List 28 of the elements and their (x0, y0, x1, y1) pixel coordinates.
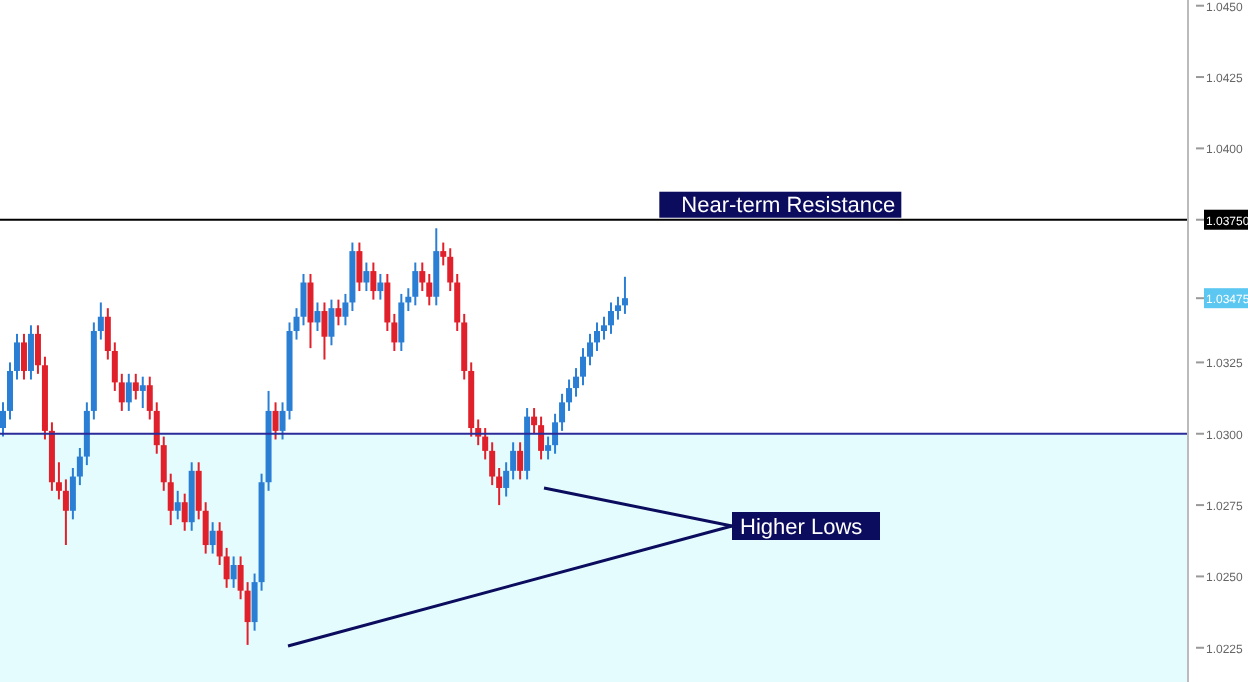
candlestick (370, 261, 377, 301)
candlestick (621, 275, 628, 315)
candlestick (363, 261, 370, 293)
candlestick (433, 227, 440, 307)
candlestick (20, 332, 27, 381)
ref-line-label: Near-term Resistance (681, 193, 896, 218)
candlestick (307, 272, 314, 350)
candlestick (174, 489, 181, 521)
candlestick (321, 301, 328, 361)
candlestick (328, 298, 335, 347)
candlestick (139, 375, 146, 410)
candlestick (230, 555, 237, 589)
annotation: Higher Lows (740, 516, 864, 540)
candlestick (27, 324, 34, 381)
candlestick (335, 298, 342, 327)
candlestick (607, 301, 614, 335)
candlestick (398, 292, 405, 352)
candlestick (125, 372, 132, 412)
candlestick (181, 492, 188, 532)
candlestick (377, 272, 384, 301)
candlestick (209, 521, 216, 555)
candlestick (517, 441, 524, 481)
candlestick (538, 415, 545, 461)
candlestick (356, 241, 363, 293)
candlestick (412, 261, 419, 307)
candlestick (272, 401, 279, 441)
candlestick (132, 372, 139, 401)
candlestick (314, 301, 321, 333)
